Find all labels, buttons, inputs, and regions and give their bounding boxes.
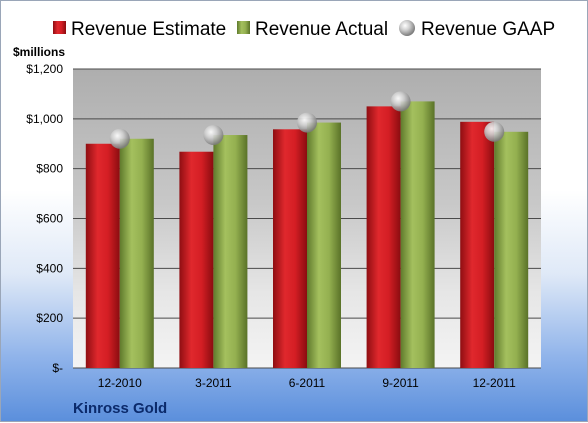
y-tick-label: $600: [36, 212, 63, 226]
x-tick-label: 9-2011: [382, 376, 419, 390]
x-tick-label: 3-2011: [195, 376, 232, 390]
bar-revenue-estimate: [366, 106, 401, 368]
bar-revenue-estimate: [85, 143, 120, 368]
x-tick-label: 6-2011: [289, 376, 326, 390]
x-tick-label: 12-2011: [473, 376, 516, 390]
marker-revenue-gaap: [297, 112, 317, 133]
y-tick-label: $200: [36, 311, 63, 325]
x-axis-ticks: 12-2010 3-2011 6-2011 9-2011 12-2011: [98, 376, 516, 390]
legend-label-estimate: Revenue Estimate: [71, 19, 226, 40]
bar-revenue-actual: [213, 135, 248, 368]
y-tick-label: $400: [36, 261, 63, 275]
y-tick-label: $800: [36, 162, 63, 176]
legend-item-actual: Revenue Actual: [237, 19, 388, 40]
x-tick-label: 12-2010: [98, 376, 142, 390]
legend-swatch-actual: [237, 21, 250, 34]
y-tick-label: $-: [52, 361, 63, 375]
bar-revenue-estimate: [273, 129, 307, 368]
bars: [85, 101, 529, 369]
marker-revenue-gaap: [390, 91, 411, 112]
legend: Revenue Estimate Revenue Actual Revenue …: [53, 19, 555, 40]
marker-revenue-gaap: [203, 125, 224, 146]
gaap-markers: [109, 91, 505, 149]
marker-revenue-gaap: [484, 121, 505, 142]
y-tick-label: $1,000: [26, 112, 63, 126]
bar-revenue-actual: [119, 138, 154, 368]
legend-item-estimate: Revenue Estimate: [53, 19, 226, 40]
company-label: Kinross Gold: [73, 400, 167, 417]
legend-swatch-estimate: [53, 21, 66, 34]
legend-label-actual: Revenue Actual: [255, 19, 388, 40]
bar-revenue-actual: [494, 131, 529, 368]
y-axis-ticks: $- $200 $400 $600 $800 $1,000 $1,200: [26, 62, 63, 375]
legend-label-gaap: Revenue GAAP: [421, 19, 555, 40]
marker-revenue-gaap: [109, 128, 130, 149]
bar-revenue-actual: [307, 122, 341, 368]
legend-item-gaap: Revenue GAAP: [399, 19, 555, 40]
bar-revenue-estimate: [460, 121, 495, 368]
bar-revenue-actual: [400, 101, 435, 369]
y-tick-label: $1,200: [26, 62, 63, 76]
bar-revenue-estimate: [179, 151, 214, 368]
unit-label: $millions: [13, 45, 65, 59]
legend-marker-gaap: [399, 20, 415, 36]
